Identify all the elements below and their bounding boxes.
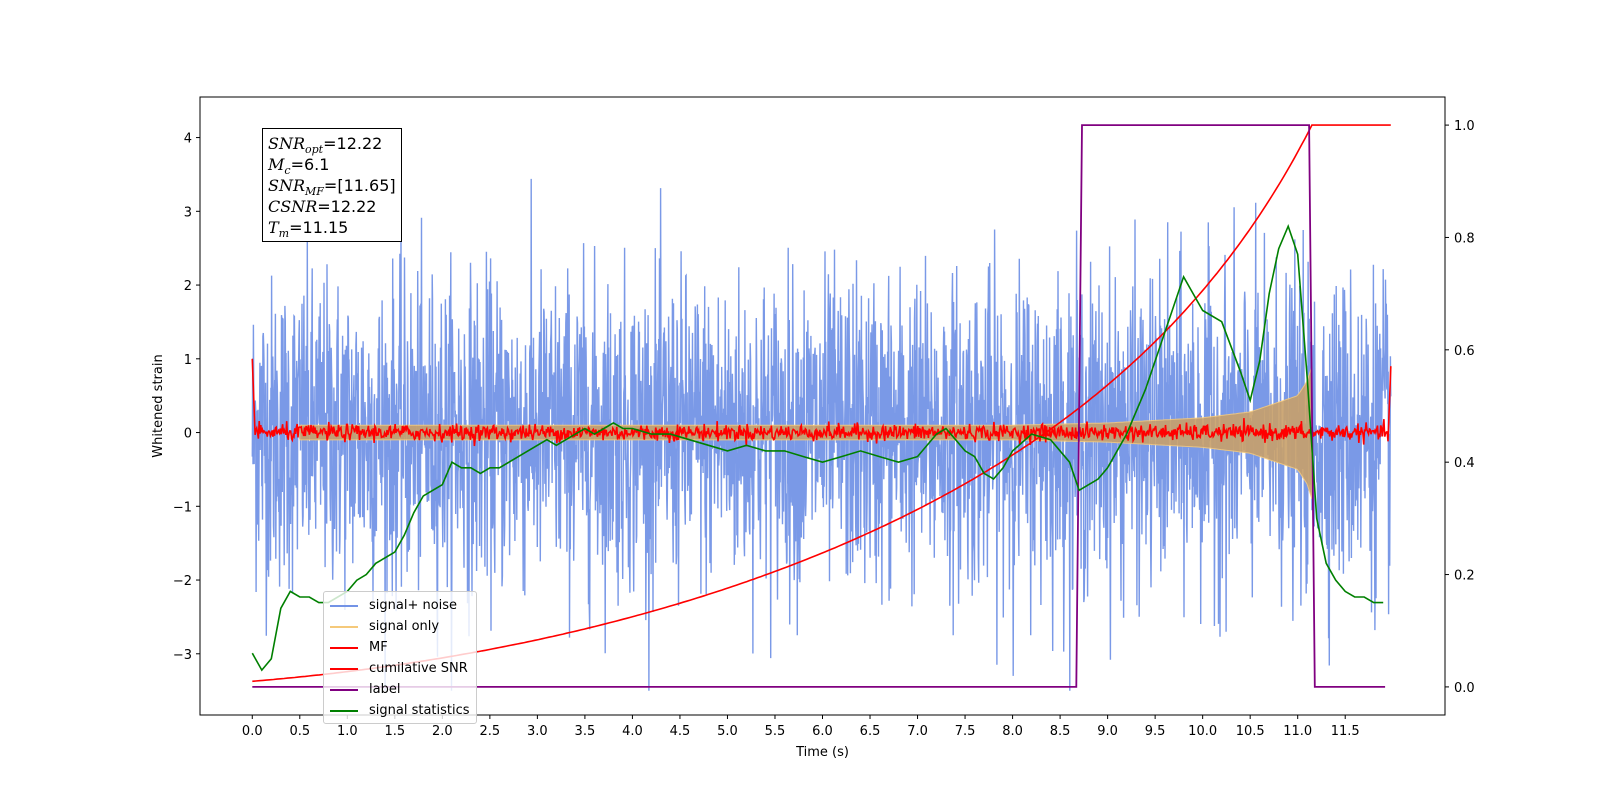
y-tick-label: −2 xyxy=(173,574,192,589)
x-tick-label: 7.5 xyxy=(955,724,976,739)
legend-entry-mf: MF xyxy=(330,637,470,658)
x-tick-label: 3.5 xyxy=(575,724,596,739)
y2-tick-label: 1.0 xyxy=(1454,119,1475,134)
x-tick-label: 5.0 xyxy=(717,724,738,739)
csnr-value: 12.22 xyxy=(330,197,377,216)
y-tick-label: 4 xyxy=(184,132,192,147)
signal-statistics-line xyxy=(251,223,1384,672)
legend-entry-signal-statistics: signal statistics xyxy=(330,700,470,721)
mf-line xyxy=(251,358,1392,447)
csnr-line: CSNR=12.22 xyxy=(268,197,377,216)
mc-line: Mc=6.1 xyxy=(268,155,330,178)
x-tick-label: 11.5 xyxy=(1331,724,1360,739)
legend-swatch xyxy=(330,667,358,670)
legend-label: signal+ noise xyxy=(369,598,458,613)
y-tick-label: 3 xyxy=(184,205,192,220)
stats-annotation-box: SNRopt=12.22 Mc=6.1 SNRMF=[11.65] CSNR=1… xyxy=(262,128,402,242)
legend-label: MF xyxy=(369,640,388,655)
legend-label: label xyxy=(369,682,401,697)
x-axis-ticks: 0.0 0.5 1.0 1.5 2.0 2.5 3.0 3.5 4.0 4.5 5.0 5.5 6.0 6… xyxy=(242,715,1360,739)
x-tick-label: 10.0 xyxy=(1188,724,1217,739)
signal-statistics-series xyxy=(251,223,1384,672)
y2-tick-label: 0.8 xyxy=(1454,231,1475,246)
x-tick-label: 6.5 xyxy=(860,724,881,739)
x-tick-label: 4.5 xyxy=(670,724,691,739)
y2-tick-label: 0.6 xyxy=(1454,344,1475,359)
legend-label: signal statistics xyxy=(369,703,470,718)
x-tick-label: 0.0 xyxy=(242,724,263,739)
label-line xyxy=(252,124,1386,688)
x-tick-label: 9.0 xyxy=(1097,724,1118,739)
x-tick-label: 6.0 xyxy=(812,724,833,739)
signal-only-series xyxy=(299,366,1313,500)
x-tick-label: 4.0 xyxy=(622,724,643,739)
y-tick-label: 1 xyxy=(184,353,192,368)
legend: signal+ noise signal only MF cumilative … xyxy=(323,591,477,724)
snr-mf-value: [11.65] xyxy=(337,176,396,195)
x-tick-label: 10.5 xyxy=(1236,724,1265,739)
x-tick-label: 1.0 xyxy=(337,724,358,739)
legend-swatch xyxy=(330,625,358,628)
mc-value: 6.1 xyxy=(303,155,330,174)
legend-entry-label: label xyxy=(330,679,470,700)
legend-label: signal only xyxy=(369,619,440,634)
x-tick-label: 5.5 xyxy=(765,724,786,739)
legend-swatch xyxy=(330,604,358,607)
x-tick-label: 1.5 xyxy=(384,724,405,739)
tm-value: 11.15 xyxy=(302,218,349,237)
mf-series xyxy=(251,358,1392,447)
y2-tick-label: 0.0 xyxy=(1454,681,1475,696)
y-tick-label: 0 xyxy=(184,427,192,442)
legend-swatch xyxy=(330,688,358,691)
snr-mf-line: SNRMF=[11.65] xyxy=(268,176,396,199)
x-tick-label: 9.5 xyxy=(1145,724,1166,739)
legend-entry-cumulative-snr: cumilative SNR xyxy=(330,658,470,679)
y-axis-ticks: −3 −2 −1 0 1 2 3 4 xyxy=(173,132,200,663)
x-tick-label: 8.5 xyxy=(1050,724,1071,739)
y-axis-label: Whitened strain xyxy=(151,354,166,457)
tm-line: Tm=11.15 xyxy=(268,218,349,241)
y-tick-label: −1 xyxy=(173,500,192,515)
x-tick-label: 7.0 xyxy=(907,724,928,739)
x-tick-label: 8.0 xyxy=(1002,724,1023,739)
legend-entry-signal-only: signal only xyxy=(330,616,470,637)
x-tick-label: 2.5 xyxy=(480,724,501,739)
snr-opt-value: 12.22 xyxy=(336,134,383,153)
signal-only-fill xyxy=(299,366,1313,500)
y2-axis-ticks: 0.0 0.2 0.4 0.6 0.8 1.0 xyxy=(1445,119,1475,696)
y2-tick-label: 0.2 xyxy=(1454,569,1475,584)
legend-label: cumilative SNR xyxy=(369,661,468,676)
x-axis-label: Time (s) xyxy=(795,745,849,760)
y2-tick-label: 0.4 xyxy=(1454,456,1475,471)
label-series xyxy=(252,124,1386,688)
y-tick-label: −3 xyxy=(173,648,192,663)
legend-swatch xyxy=(330,646,358,649)
x-tick-label: 0.5 xyxy=(289,724,310,739)
snr-opt-line: SNRopt=12.22 xyxy=(268,134,383,157)
x-tick-label: 2.0 xyxy=(432,724,453,739)
legend-entry-signal-noise: signal+ noise xyxy=(330,595,470,616)
legend-swatch xyxy=(330,709,358,712)
y-tick-label: 2 xyxy=(184,279,192,294)
x-tick-label: 11.0 xyxy=(1283,724,1312,739)
x-tick-label: 3.0 xyxy=(527,724,548,739)
